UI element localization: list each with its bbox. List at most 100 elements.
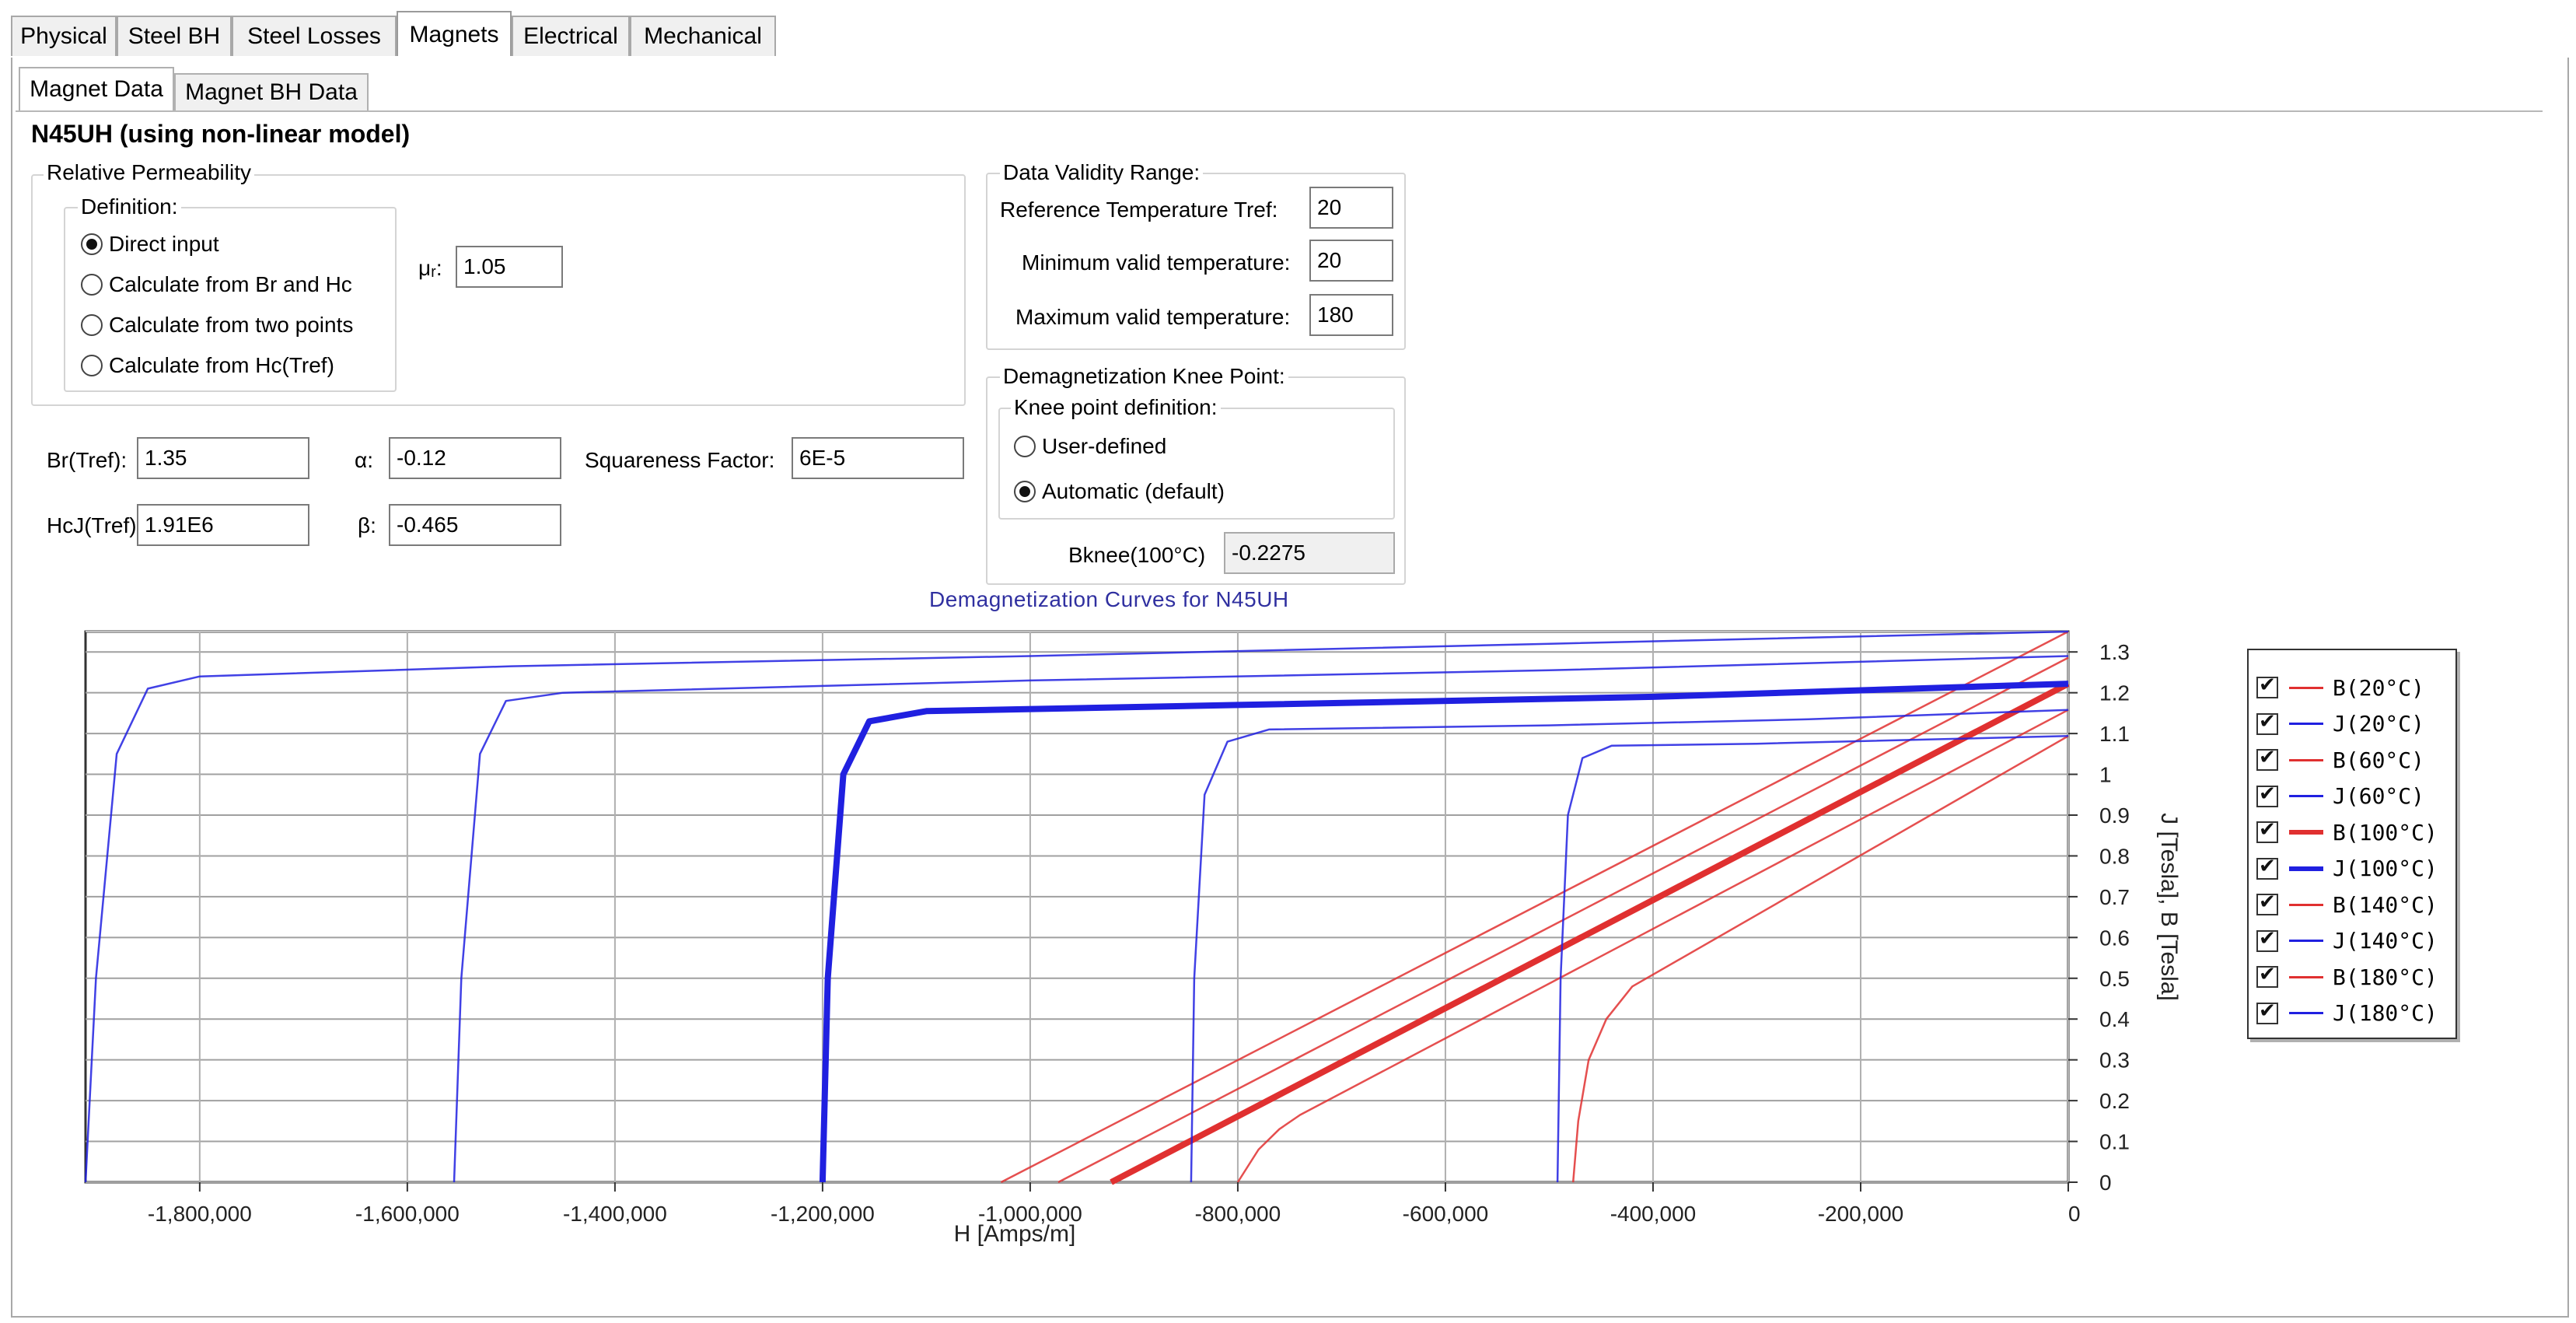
legend-checkbox[interactable] bbox=[2256, 963, 2278, 988]
x-tick-label: -400,000 bbox=[1610, 1202, 1697, 1226]
legend-item[interactable]: J(100°C) bbox=[2249, 853, 2459, 884]
squareness-label: Squareness Factor: bbox=[585, 448, 775, 472]
min-temp-input[interactable]: 20 bbox=[1309, 240, 1393, 282]
legend-item[interactable]: B(100°C) bbox=[2249, 817, 2459, 848]
br-input[interactable]: 1.35 bbox=[137, 437, 309, 479]
legend-checkbox[interactable] bbox=[2256, 710, 2278, 735]
legend-checkbox[interactable] bbox=[2256, 927, 2278, 952]
top-tab-strip: Physical Steel BH Steel Losses Magnets E… bbox=[11, 11, 2561, 58]
tab-magnets[interactable]: Magnets bbox=[397, 11, 512, 56]
radio-indicator[interactable] bbox=[81, 233, 103, 255]
legend-item[interactable]: J(180°C) bbox=[2249, 998, 2459, 1029]
squareness-input[interactable]: 6E-5 bbox=[792, 437, 964, 479]
series-j-140-c- bbox=[1190, 709, 2069, 1183]
x-tick-label: 0 bbox=[2068, 1202, 2081, 1226]
legend-checkbox[interactable] bbox=[2256, 855, 2278, 880]
radio-label: Direct input bbox=[109, 232, 219, 256]
legend-item[interactable]: J(60°C) bbox=[2249, 781, 2459, 812]
legend-item[interactable]: B(140°C) bbox=[2249, 889, 2459, 920]
radio-label: Calculate from two points bbox=[109, 313, 354, 337]
x-tick-label: -1,800,000 bbox=[148, 1202, 252, 1226]
legend-checkbox[interactable] bbox=[2256, 891, 2278, 915]
alpha-input[interactable]: -0.12 bbox=[389, 437, 561, 479]
radio-indicator[interactable] bbox=[81, 274, 103, 296]
tab-electrical[interactable]: Electrical bbox=[512, 16, 630, 56]
legend-checkbox[interactable] bbox=[2256, 746, 2278, 771]
beta-label: β: bbox=[358, 513, 376, 537]
legend-label: J(100°C) bbox=[2333, 856, 2438, 881]
y-tick-label: 1.1 bbox=[2099, 722, 2130, 746]
legend-swatch bbox=[2289, 723, 2323, 725]
radio-automatic[interactable]: Automatic (default) bbox=[1014, 478, 1225, 506]
legend-item[interactable]: B(20°C) bbox=[2249, 672, 2459, 703]
hcj-input[interactable]: 1.91E6 bbox=[137, 504, 309, 546]
subtab-magnet-bh-data[interactable]: Magnet BH Data bbox=[174, 73, 369, 110]
legend-checkbox[interactable] bbox=[2256, 818, 2278, 843]
legend-item[interactable]: J(20°C) bbox=[2249, 709, 2459, 740]
radio-label: Calculate from Br and Hc bbox=[109, 272, 352, 296]
x-axis-label: H [Amps/m] bbox=[954, 1221, 1076, 1247]
knee-definition-legend: Knee point definition: bbox=[1011, 395, 1221, 420]
radio-calc-hc-tref[interactable]: Calculate from Hc(Tref) bbox=[81, 352, 334, 380]
legend-swatch bbox=[2289, 830, 2323, 835]
tab-steel-losses[interactable]: Steel Losses bbox=[232, 16, 397, 56]
legend-item[interactable]: B(180°C) bbox=[2249, 961, 2459, 992]
y-tick-label: 0.6 bbox=[2099, 926, 2130, 950]
x-tick-label: -1,600,000 bbox=[355, 1202, 460, 1226]
radio-calc-br-hc[interactable]: Calculate from Br and Hc bbox=[81, 271, 352, 299]
radio-indicator[interactable] bbox=[1014, 481, 1036, 502]
radio-indicator[interactable] bbox=[81, 314, 103, 336]
mu-r-input[interactable]: 1.05 bbox=[456, 246, 563, 288]
x-tick-label: -600,000 bbox=[1403, 1202, 1489, 1226]
radio-direct-input[interactable]: Direct input bbox=[81, 230, 219, 258]
bknee-readonly-field: -0.2275 bbox=[1224, 532, 1395, 574]
radio-user-defined[interactable]: User-defined bbox=[1014, 432, 1166, 460]
y-tick-label: 0 bbox=[2099, 1171, 2112, 1195]
y-tick-label: 1.2 bbox=[2099, 681, 2130, 705]
series-j-20-c- bbox=[84, 630, 2069, 1183]
legend-swatch bbox=[2289, 903, 2323, 906]
legend-checkbox[interactable] bbox=[2256, 674, 2278, 698]
legend-label: B(60°C) bbox=[2333, 747, 2425, 773]
legend-swatch bbox=[2289, 758, 2323, 761]
legend-swatch bbox=[2289, 975, 2323, 978]
max-temp-label: Maximum valid temperature: bbox=[1015, 305, 1291, 329]
chart-title: Demagnetization Curves for N45UH bbox=[929, 587, 1289, 611]
mu-r-label: μᵣ: bbox=[418, 256, 442, 280]
legend-swatch bbox=[2289, 686, 2323, 689]
y-tick-label: 0.4 bbox=[2099, 1007, 2130, 1031]
legend-label: J(140°C) bbox=[2333, 928, 2438, 954]
demagnetization-chart: 1.3 1.2 1.1 1 0.9 0.8 0.7 0.6 0.5 0.4 0.3 0.2 0.1 0 -1… bbox=[84, 630, 2182, 1247]
max-temp-input[interactable]: 180 bbox=[1309, 294, 1393, 336]
legend-swatch bbox=[2289, 866, 2323, 871]
legend-checkbox[interactable] bbox=[2256, 782, 2278, 807]
x-tick-label: -1,400,000 bbox=[563, 1202, 667, 1226]
radio-label: User-defined bbox=[1042, 434, 1167, 458]
subtab-magnet-data[interactable]: Magnet Data bbox=[19, 67, 174, 112]
data-validity-legend: Data Validity Range: bbox=[1000, 160, 1204, 185]
tref-input[interactable]: 20 bbox=[1309, 187, 1393, 229]
radio-indicator[interactable] bbox=[1014, 436, 1036, 457]
tab-steel-bh[interactable]: Steel BH bbox=[117, 16, 232, 56]
subtab-divider bbox=[16, 110, 2543, 112]
definition-legend: Definition: bbox=[78, 194, 181, 219]
legend-item[interactable]: B(60°C) bbox=[2249, 744, 2459, 775]
hcj-label: HcJ(Tref): bbox=[47, 513, 143, 537]
material-title: N45UH (using non-linear model) bbox=[31, 120, 411, 148]
x-tick-label: -200,000 bbox=[1818, 1202, 1904, 1226]
min-temp-label: Minimum valid temperature: bbox=[1022, 250, 1291, 275]
beta-input[interactable]: -0.465 bbox=[389, 504, 561, 546]
radio-calc-two-points[interactable]: Calculate from two points bbox=[81, 311, 353, 339]
x-tick-label: -800,000 bbox=[1195, 1202, 1281, 1226]
series-b-100-c- bbox=[1110, 681, 2070, 1185]
chart-legend: B(20°C) J(20°C) B(60°C) J(60°C) B(100°C) J(10… bbox=[2247, 649, 2457, 1039]
tab-physical[interactable]: Physical bbox=[11, 16, 117, 56]
tab-mechanical[interactable]: Mechanical bbox=[630, 16, 776, 56]
legend-checkbox[interactable] bbox=[2256, 999, 2278, 1024]
series-j-180-c- bbox=[1556, 735, 2069, 1183]
y-tick-label: 0.1 bbox=[2099, 1130, 2130, 1154]
radio-indicator[interactable] bbox=[81, 355, 103, 376]
legend-item[interactable]: J(140°C) bbox=[2249, 926, 2459, 957]
legend-swatch bbox=[2289, 940, 2323, 942]
series-b-20-c- bbox=[1000, 630, 2069, 1184]
